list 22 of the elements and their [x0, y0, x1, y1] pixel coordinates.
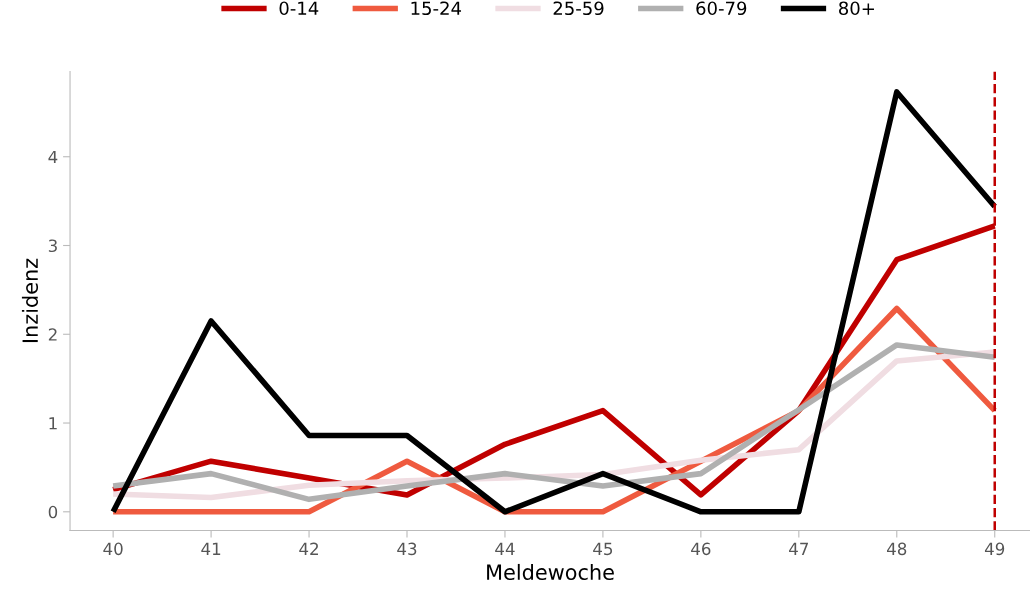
legend-label: 80+: [839, 1, 874, 16]
x-tick-label: 48: [886, 542, 907, 556]
x-tick-label: 43: [397, 542, 417, 556]
y-tick-label: 4: [48, 150, 58, 164]
y-tick-label: 1: [49, 417, 57, 430]
x-axis-title: Meldewoche: [487, 563, 614, 581]
x-tick-label: 40: [103, 542, 123, 556]
y-tick-label: 3: [48, 239, 57, 253]
x-tick-label: 46: [691, 542, 711, 556]
x-tick-label: 42: [299, 542, 318, 555]
y-axis-title: Inzidenz: [21, 258, 39, 343]
legend-label: 60-79: [696, 1, 747, 16]
x-tick-label: 44: [495, 542, 515, 555]
y-tick-label: 2: [48, 328, 57, 341]
x-tick-label: 45: [593, 542, 613, 556]
x-tick-label: 49: [984, 542, 1005, 556]
legend-label: 15-24: [411, 1, 462, 16]
x-tick-label: 41: [201, 542, 221, 555]
x-tick-label: 47: [789, 542, 809, 555]
legend-label: 0-14: [279, 1, 319, 16]
y-tick-label: 0: [48, 505, 58, 519]
legend-label: 25-59: [553, 1, 604, 16]
